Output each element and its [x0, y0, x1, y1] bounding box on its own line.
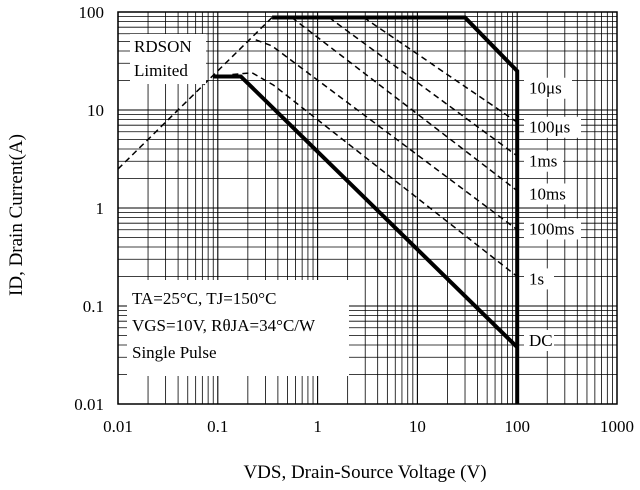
series-line-100s: [363, 16, 518, 123]
y-tick-label: 0.01: [74, 395, 104, 414]
x-tick-label: 0.1: [207, 417, 228, 436]
x-tick-label: 0.01: [103, 417, 133, 436]
rdson-limit-line: [117, 16, 273, 170]
series-line-1ms: [328, 16, 518, 157]
rdson-label-line: RDSON: [134, 37, 192, 56]
series-label-bg: [524, 183, 572, 205]
conditions-box: [127, 280, 349, 376]
series-label: 1ms: [529, 152, 557, 171]
series-label: DC: [529, 331, 553, 350]
x-tick-label: 100: [504, 417, 530, 436]
curves: [117, 15, 520, 404]
rdson-box: [130, 34, 206, 84]
series-label: 100μs: [529, 118, 570, 137]
series-label-bg: [524, 116, 581, 138]
condition-line: TA=25°C, TJ=150°C: [132, 289, 276, 308]
series-label-bg: [524, 150, 563, 172]
series-label-bg: [524, 218, 581, 240]
series-label: 100ms: [529, 219, 574, 238]
x-axis-title: VDS, Drain-Source Voltage (V): [243, 462, 486, 483]
y-tick-label: 100: [79, 3, 105, 22]
condition-line: Single Pulse: [132, 343, 217, 362]
series-label: 1s: [529, 269, 544, 288]
plot-frame: [117, 11, 618, 405]
rdson-label-line: Limited: [134, 61, 188, 80]
condition-line: VGS=10V, RθJA=34°C/W: [132, 316, 316, 335]
series-label-bg: [524, 268, 554, 290]
annotations: 10μs 100μs 1ms 10ms 100ms 1s DC RDSON Limited TA=…: [127, 34, 581, 376]
series-label-bg: [524, 329, 554, 351]
series-line-10s: [272, 15, 520, 404]
series-line-100ms: [255, 39, 518, 231]
y-axis-title: ID, Drain Current(A): [6, 134, 27, 296]
series-line-dc: [213, 74, 519, 349]
series-line-10ms: [291, 16, 518, 192]
y-tick-label: 1: [96, 199, 105, 218]
y-tick-label: 10: [87, 101, 104, 120]
tick-labels: 0.01 0.1 1 10 100 1000 0.01 0.1 1 10 100: [74, 3, 634, 436]
series-label: 10ms: [529, 185, 566, 204]
x-tick-label: 10: [409, 417, 426, 436]
x-tick-label: 1: [313, 417, 322, 436]
series-line-1s: [232, 71, 518, 278]
y-tick-label: 0.1: [83, 297, 104, 316]
series-label: 10μs: [529, 79, 562, 98]
series-label-bg: [524, 77, 572, 99]
x-tick-label: 1000: [600, 417, 634, 436]
